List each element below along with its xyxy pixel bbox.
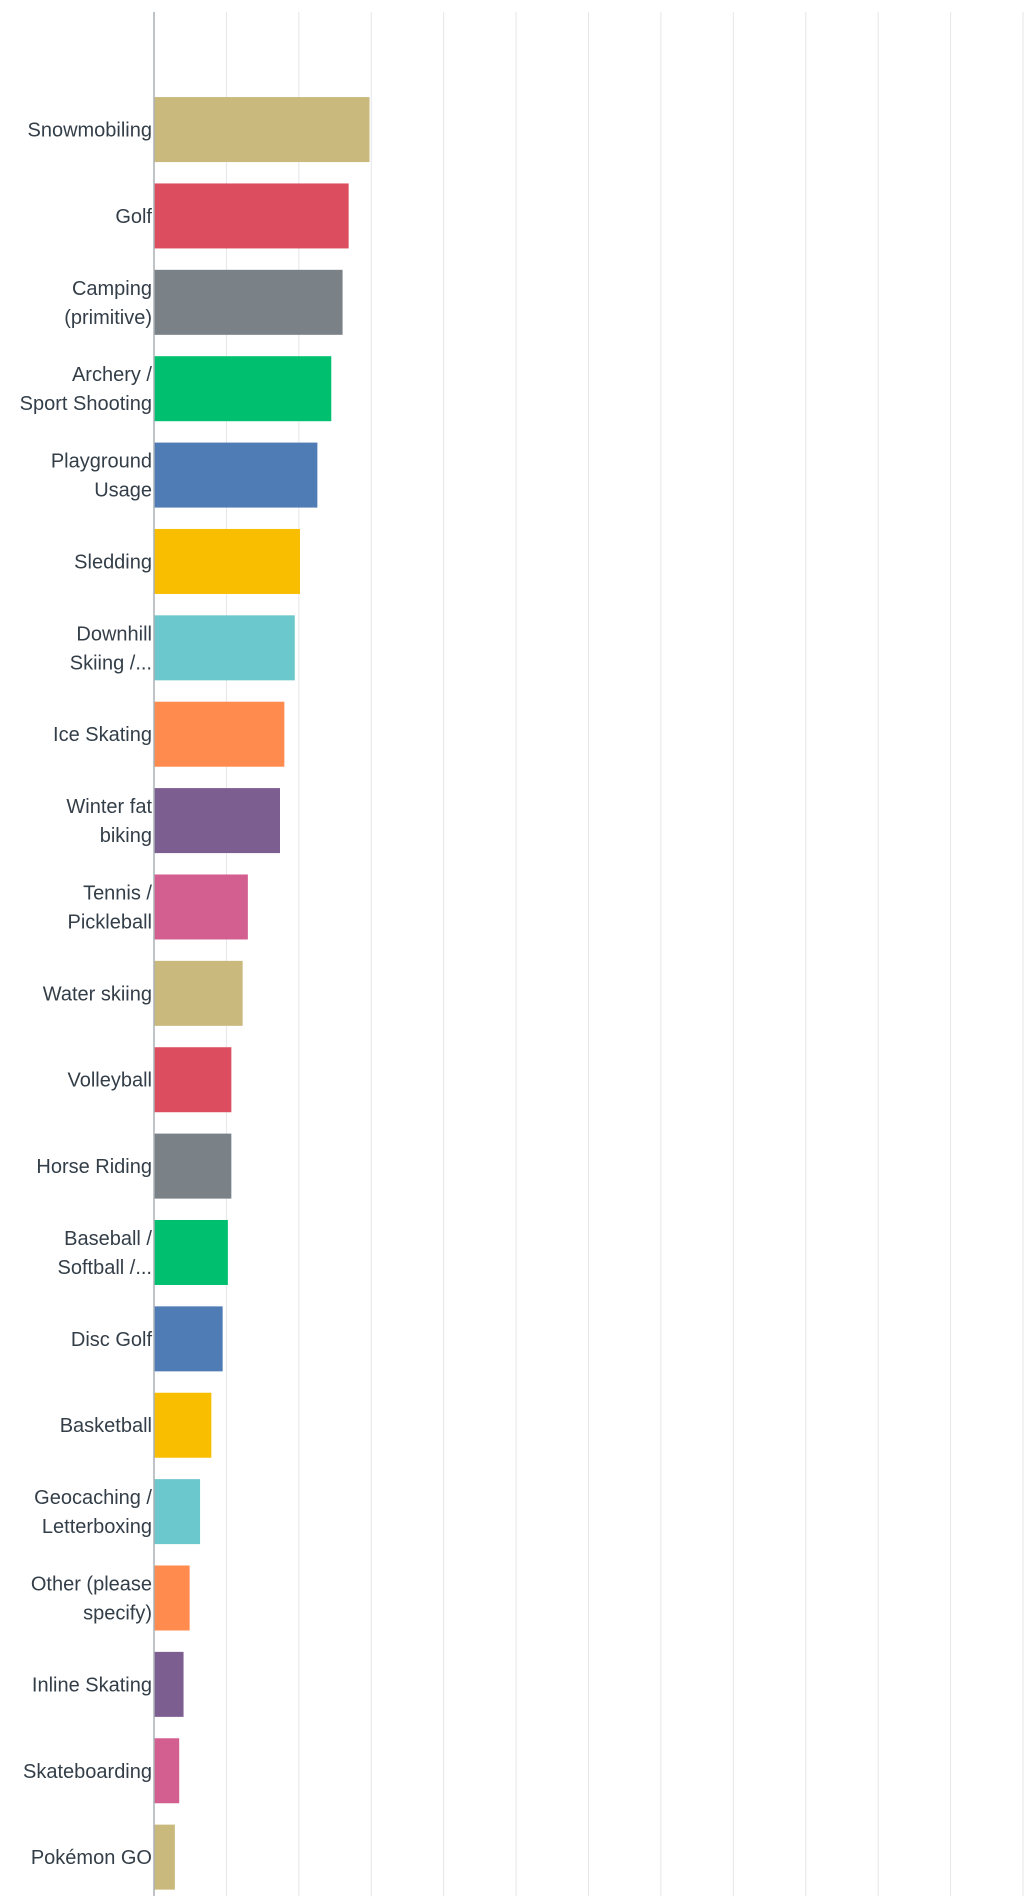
category-label: Baseball / Softball /... (58, 1228, 153, 1279)
category-label: Camping (primitive) (64, 278, 152, 329)
category-label: Basketball (60, 1415, 152, 1437)
bar-skateboarding (154, 1738, 180, 1804)
category-label: Geocaching / Letterboxing (34, 1487, 152, 1538)
category-label: Playground Usage (51, 451, 152, 502)
category-label: Horse Riding (36, 1156, 152, 1178)
bar-tennis-pickleball (154, 874, 248, 940)
category-label: Sledding (74, 551, 152, 573)
category-label: Snowmobiling (27, 120, 152, 142)
category-label: Ice Skating (53, 724, 152, 746)
category-label: Archery / Sport Shooting (20, 364, 153, 415)
category-label: Volleyball (67, 1070, 152, 1092)
bar-ice-skating (154, 701, 285, 767)
bar-baseball-softball (154, 1219, 228, 1285)
category-label: Tennis / Pickleball (68, 882, 153, 933)
bar-basketball (154, 1392, 212, 1458)
bar-golf (154, 183, 349, 249)
bar-pok-mon-go (154, 1824, 175, 1890)
category-label: Winter fat biking (66, 796, 152, 847)
bar-volleyball (154, 1047, 232, 1113)
bar-snowmobiling (154, 97, 370, 163)
bar-sledding (154, 528, 300, 594)
bar-camping-primitive (154, 269, 343, 335)
category-labels: Snowmobiling Golf Camping (primitive) Archer… (20, 120, 153, 1870)
bar-archery-sport-shooting (154, 356, 332, 422)
bar-inline-skating (154, 1651, 184, 1717)
category-label: Golf (115, 206, 152, 228)
category-label: Inline Skating (32, 1674, 152, 1696)
category-label: Pokémon GO (31, 1847, 152, 1869)
bar-geocaching-letterboxing (154, 1479, 201, 1545)
bar-playground-usage (154, 442, 318, 508)
category-label: Other (please specify) (31, 1573, 152, 1624)
bar-downhill-skiing (154, 615, 295, 681)
gridlines (225, 12, 1024, 1896)
category-label: Skateboarding (23, 1761, 152, 1783)
bar-disc-golf (154, 1306, 223, 1372)
bar-other-please-specify (154, 1565, 190, 1631)
category-label: Disc Golf (71, 1329, 153, 1351)
bar-winter-fat-biking (154, 788, 281, 854)
bars (154, 97, 370, 1890)
category-label: Water skiing (43, 983, 152, 1005)
category-label: Downhill Skiing /... (70, 623, 152, 674)
bar-water-skiing (154, 960, 243, 1026)
bar-horse-riding (154, 1133, 232, 1199)
